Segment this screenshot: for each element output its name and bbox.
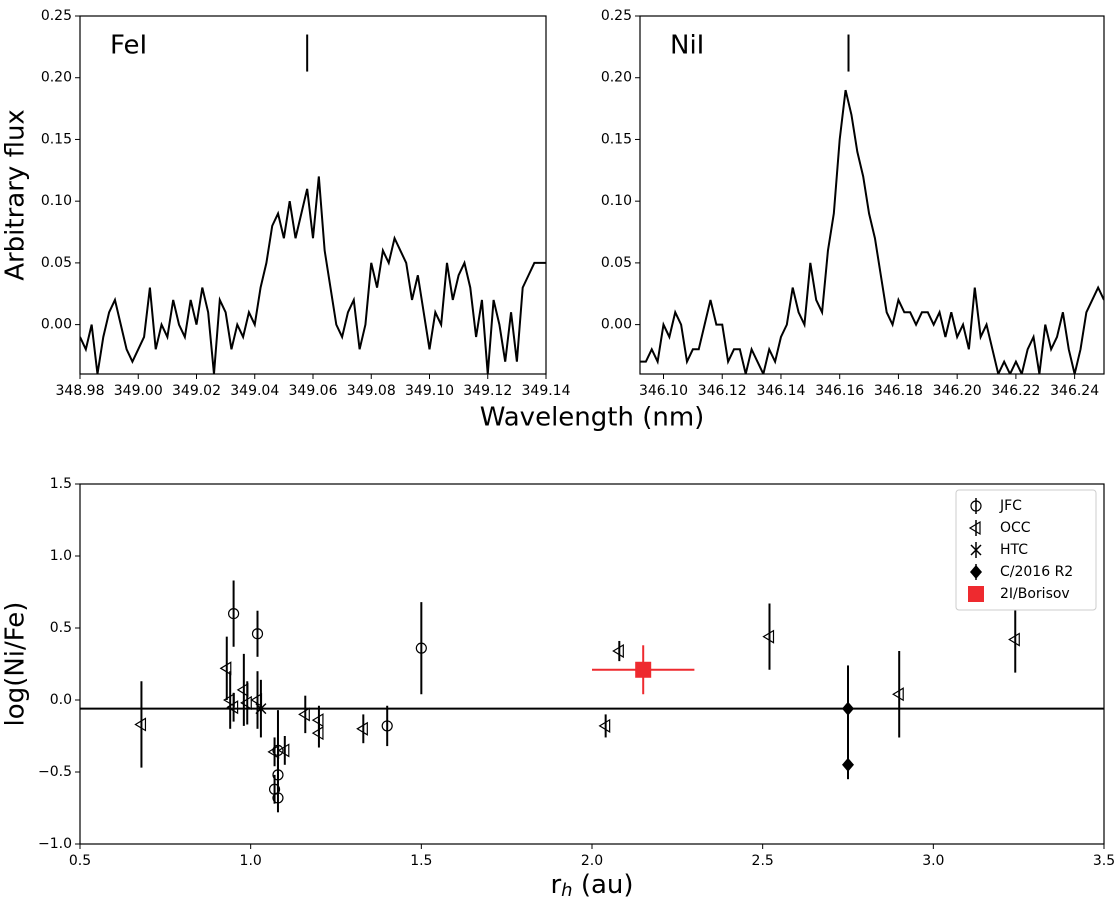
x-tick-label: 346.20 xyxy=(933,383,982,399)
y-tick-label: 0.20 xyxy=(601,70,632,86)
y-tick-label: 0.0 xyxy=(50,692,72,708)
x-axis-label: rh (au) xyxy=(550,870,633,902)
x-tick-label: 346.12 xyxy=(698,383,747,399)
x-tick-label: 349.14 xyxy=(522,383,571,399)
point xyxy=(226,700,239,715)
spectrum-line xyxy=(640,89,1104,374)
legend-label: C/2016 R2 xyxy=(1000,564,1073,580)
legend-marker xyxy=(968,586,984,602)
y-tick-label: 0.10 xyxy=(601,193,632,209)
x-tick-label: 3.5 xyxy=(1093,853,1115,869)
y-tick-label: 0.05 xyxy=(41,255,72,271)
point xyxy=(267,744,280,759)
point xyxy=(762,629,775,644)
y-tick-label: 0.5 xyxy=(50,620,72,636)
point xyxy=(240,695,252,710)
point xyxy=(255,703,267,715)
x-tick-label: 349.12 xyxy=(463,383,512,399)
x-tick-label: 0.5 xyxy=(69,853,91,869)
plot-frame xyxy=(79,483,1105,845)
plot-frame xyxy=(79,15,547,375)
y-tick-label: 0.25 xyxy=(41,8,72,24)
point xyxy=(356,721,368,736)
point xyxy=(635,661,652,678)
legend-marker xyxy=(970,544,982,556)
y-tick-label: 0.10 xyxy=(41,193,72,209)
point xyxy=(277,743,290,758)
x-tick-label: 348.98 xyxy=(56,383,105,399)
point xyxy=(311,726,324,741)
legend: JFC OCC HTC C/2016 R2 2I/Borisov xyxy=(955,489,1097,611)
legend-label: HTC xyxy=(1000,542,1028,558)
legend-marker xyxy=(968,520,981,536)
x-tick-label: 2.0 xyxy=(581,853,603,869)
x-tick-label: 3.0 xyxy=(922,853,944,869)
y-tick-label: 0.15 xyxy=(41,131,72,147)
point xyxy=(219,661,232,676)
x-tick-label: 1.0 xyxy=(240,853,262,869)
point xyxy=(842,757,854,772)
point xyxy=(298,707,310,722)
x-tick-label: 349.06 xyxy=(289,383,338,399)
y-tick-label: 0.00 xyxy=(601,317,632,333)
x-tick-label: 346.24 xyxy=(1050,383,1099,399)
point xyxy=(134,717,147,732)
legend-marker xyxy=(970,500,982,512)
point xyxy=(598,718,611,733)
y-axis-label: Arbitrary flux xyxy=(1,109,31,281)
x-axis-label-part: r xyxy=(550,870,561,900)
y-tick-label: 0.25 xyxy=(601,8,632,24)
x-tick-label: 1.5 xyxy=(410,853,432,869)
x-axis-label-part: (au) xyxy=(573,870,634,900)
x-tick-label: 346.16 xyxy=(815,383,864,399)
x-axis-label-sub: h xyxy=(561,880,572,901)
y-tick-label: −0.5 xyxy=(38,764,72,780)
plot-frame xyxy=(639,15,1105,375)
y-tick-label: 0.15 xyxy=(601,131,632,147)
y-tick-label: 0.20 xyxy=(41,70,72,86)
point xyxy=(228,607,240,620)
spectrum-line xyxy=(80,176,546,374)
y-tick-label: 1.0 xyxy=(50,548,72,564)
x-tick-label: 346.18 xyxy=(874,383,923,399)
y-tick-label: 1.5 xyxy=(50,476,72,492)
y-tick-label: 0.05 xyxy=(601,255,632,271)
point xyxy=(842,701,854,716)
plot-area xyxy=(80,580,1104,813)
x-tick-label: 349.04 xyxy=(230,383,279,399)
y-axis-label: log(Ni/Fe) xyxy=(1,602,31,727)
x-tick-label: 346.14 xyxy=(756,383,805,399)
x-axis-label: Wavelength (nm) xyxy=(480,403,705,433)
legend-label: JFC xyxy=(999,498,1022,514)
x-tick-label: 349.10 xyxy=(405,383,454,399)
y-tick-label: 0.00 xyxy=(41,317,72,333)
legend-box xyxy=(955,489,1097,611)
point xyxy=(1008,632,1020,647)
x-tick-label: 349.00 xyxy=(114,383,163,399)
annotation: NiI xyxy=(670,31,704,61)
x-tick-label: 2.5 xyxy=(752,853,774,869)
legend-label: 2I/Borisov xyxy=(1000,586,1070,602)
x-tick-label: 349.08 xyxy=(347,383,396,399)
x-tick-label: 346.22 xyxy=(991,383,1040,399)
legend-marker xyxy=(970,565,982,579)
point xyxy=(612,643,624,659)
y-tick-label: −1.0 xyxy=(38,836,72,852)
point xyxy=(251,628,264,640)
x-tick-label: 346.10 xyxy=(639,383,688,399)
legend-label: OCC xyxy=(1000,520,1031,536)
x-tick-label: 349.02 xyxy=(172,383,221,399)
point xyxy=(415,642,427,654)
annotation: FeI xyxy=(110,31,147,61)
point xyxy=(272,792,284,804)
point xyxy=(381,720,393,732)
point xyxy=(892,687,904,702)
